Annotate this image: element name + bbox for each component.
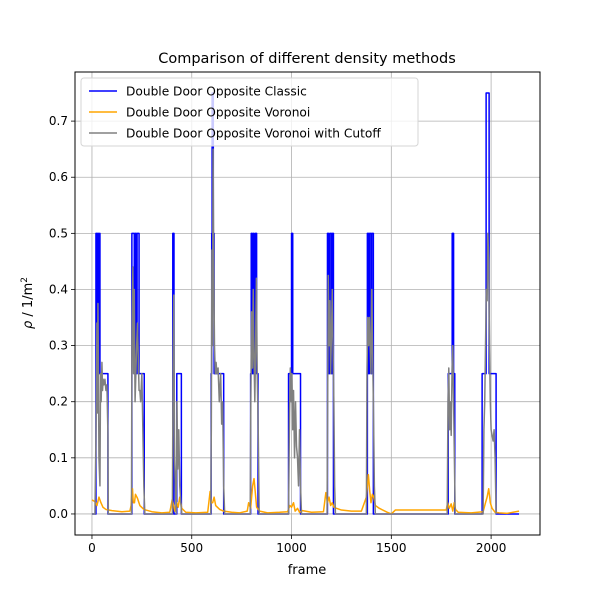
plot-frame xyxy=(74,71,541,536)
x-tick-label: 0 xyxy=(88,541,96,555)
y-axis-label-exponent: 2 xyxy=(20,277,30,283)
y-axis-label-symbol: ρ xyxy=(21,320,36,329)
x-axis-label: frame xyxy=(288,563,327,578)
x-tick-label: 500 xyxy=(180,541,203,555)
legend-label-1: Double Door Opposite Classic xyxy=(126,85,307,99)
legend: Double Door Opposite Classic Double Door … xyxy=(80,77,419,147)
series-line-3 xyxy=(91,148,497,515)
y-tick-label: 0.3 xyxy=(49,339,68,353)
y-axis-label: ρ / 1/m2 xyxy=(20,277,36,329)
y-axis: 0.0 0.1 0.2 0.3 0.4 0.5 0.6 0.7 xyxy=(49,114,75,521)
y-tick-label: 0.5 xyxy=(49,226,68,240)
series-line-2 xyxy=(91,473,520,515)
legend-box xyxy=(80,77,419,147)
y-tick-label: 0.7 xyxy=(49,114,68,128)
x-tick-label: 1000 xyxy=(276,541,307,555)
x-tick-label: 1500 xyxy=(376,541,407,555)
y-tick-label: 0.1 xyxy=(49,451,68,465)
chart-title: Comparison of different density methods xyxy=(158,51,456,67)
legend-label-3: Double Door Opposite Voronoi with Cutoff xyxy=(126,127,381,141)
y-tick-label: 0.6 xyxy=(49,170,68,184)
series-layer xyxy=(91,92,520,515)
y-axis-label-unit: / 1/m xyxy=(21,283,36,321)
x-tick-label: 2000 xyxy=(476,541,507,555)
y-tick-label: 0.2 xyxy=(49,395,68,409)
y-tick-label: 0.0 xyxy=(49,507,68,521)
x-axis: 0 500 1000 1500 2000 xyxy=(88,535,506,555)
legend-label-2: Double Door Opposite Voronoi xyxy=(126,106,310,120)
y-tick-label: 0.4 xyxy=(49,282,68,296)
